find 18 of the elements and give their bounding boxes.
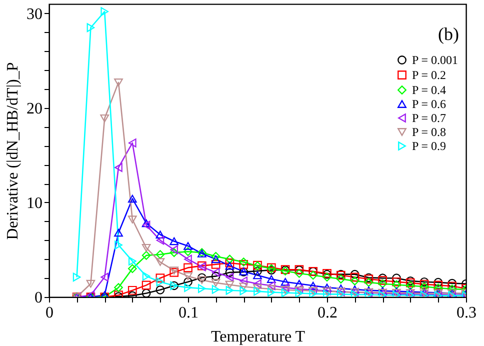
x-tick-label: 0.2	[318, 304, 338, 322]
x-tick-label: 0	[46, 304, 54, 322]
y-tick-label: 30	[26, 6, 42, 23]
legend-label: P = 0.6	[412, 97, 446, 111]
y-tick-label: 0	[34, 290, 42, 306]
legend-label: P = 0.8	[412, 125, 446, 139]
y-axis-title: Derivative (|dN_HB/dT|)_P	[4, 62, 22, 240]
legend-label: P = 0.7	[412, 111, 446, 125]
y-tick-label: 10	[26, 194, 42, 212]
x-tick-label: 0.3	[456, 304, 476, 322]
legend-label: P = 0.2	[412, 68, 446, 82]
legend-label: P = 0.001	[412, 53, 458, 67]
legend-label: P = 0.9	[412, 139, 446, 153]
x-axis-title: Temperature T	[210, 328, 306, 346]
annotation: (b)	[438, 24, 459, 44]
x-tick-label: 0.1	[178, 304, 198, 322]
legend-label: P = 0.4	[412, 83, 446, 97]
y-tick-label: 20	[26, 100, 42, 118]
